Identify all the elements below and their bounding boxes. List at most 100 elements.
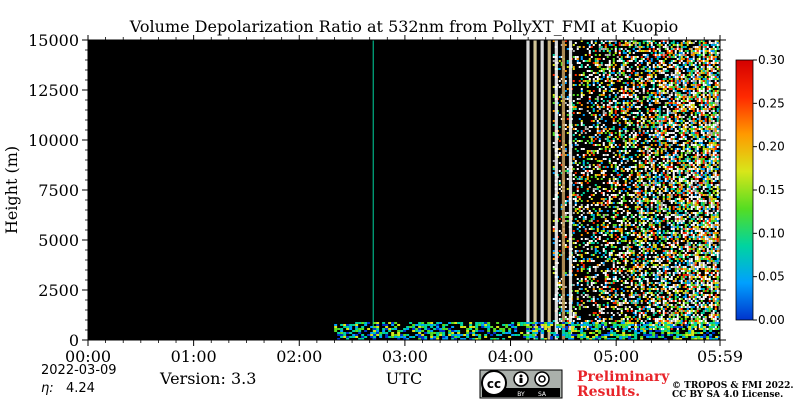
heat-cell bbox=[638, 82, 641, 84]
heat-cell bbox=[590, 126, 593, 128]
heat-cell bbox=[682, 106, 685, 108]
heat-cell bbox=[596, 80, 599, 82]
heat-cell bbox=[638, 42, 641, 44]
heat-cell bbox=[586, 76, 589, 78]
heat-cell bbox=[690, 60, 693, 62]
heat-cell bbox=[688, 182, 691, 184]
heat-cell bbox=[668, 244, 671, 246]
heat-cell bbox=[578, 198, 581, 200]
heat-cell bbox=[602, 104, 605, 106]
heat-cell bbox=[670, 246, 673, 248]
heat-cell bbox=[576, 94, 579, 96]
heat-cell bbox=[660, 222, 663, 224]
heat-cell bbox=[618, 238, 621, 240]
heat-cell bbox=[648, 260, 651, 262]
heat-cell bbox=[638, 178, 641, 180]
heat-cell bbox=[644, 252, 647, 254]
heat-cell bbox=[612, 250, 615, 252]
heat-cell bbox=[640, 72, 643, 74]
heat-cell bbox=[640, 174, 643, 176]
heat-cell bbox=[618, 52, 621, 54]
heat-cell bbox=[640, 98, 643, 100]
heat-cell bbox=[612, 88, 615, 90]
heat-cell bbox=[652, 228, 655, 230]
heat-cell bbox=[608, 222, 611, 224]
heat-cell bbox=[618, 192, 621, 194]
heat-cell bbox=[598, 306, 601, 308]
heat-cell bbox=[668, 310, 671, 312]
heat-cell bbox=[680, 184, 683, 186]
heat-cell bbox=[610, 40, 613, 42]
heat-cell bbox=[634, 278, 637, 280]
heat-cell bbox=[670, 272, 673, 274]
heat-cell bbox=[670, 96, 673, 98]
heat-cell bbox=[688, 90, 691, 92]
heat-cell bbox=[624, 204, 627, 206]
heat-cell bbox=[616, 262, 619, 264]
heat-cell bbox=[640, 286, 643, 288]
heat-cell bbox=[672, 142, 675, 144]
heat-cell bbox=[646, 132, 649, 134]
heat-cell bbox=[678, 182, 681, 184]
heat-cell bbox=[614, 312, 617, 314]
heat-cell bbox=[600, 290, 603, 292]
heat-cell bbox=[586, 42, 589, 44]
heat-cell bbox=[680, 156, 683, 158]
heat-cell bbox=[656, 136, 659, 138]
heat-cell bbox=[638, 194, 641, 196]
heat-cell bbox=[684, 210, 687, 212]
heat-cell bbox=[688, 310, 691, 312]
heat-cell bbox=[612, 44, 615, 46]
heat-cell bbox=[678, 110, 681, 112]
heat-cell bbox=[560, 106, 563, 108]
heat-cell bbox=[672, 158, 675, 160]
heat-cell bbox=[578, 316, 581, 318]
heat-cell bbox=[600, 216, 603, 218]
heat-cell bbox=[680, 118, 683, 120]
heat-cell bbox=[686, 154, 689, 156]
heat-cell bbox=[578, 66, 581, 68]
heat-cell bbox=[642, 288, 645, 290]
heat-cell bbox=[602, 304, 605, 306]
heat-cell bbox=[690, 50, 693, 52]
heat-cell bbox=[632, 178, 635, 180]
heat-cell bbox=[602, 188, 605, 190]
heat-cell bbox=[686, 292, 689, 294]
heat-cell bbox=[684, 90, 687, 92]
heat-cell bbox=[658, 300, 661, 302]
heat-cell bbox=[674, 290, 677, 292]
heat-cell bbox=[688, 116, 691, 118]
heat-cell bbox=[680, 60, 683, 62]
heat-cell bbox=[638, 210, 641, 212]
heat-cell bbox=[654, 154, 657, 156]
heat-cell bbox=[628, 136, 631, 138]
heat-cell bbox=[628, 166, 631, 168]
heat-cell bbox=[640, 236, 643, 238]
heat-cell bbox=[680, 54, 683, 56]
heat-cell bbox=[576, 254, 579, 256]
heat-cell bbox=[606, 100, 609, 102]
heat-cell bbox=[678, 138, 681, 140]
heat-cell bbox=[630, 144, 633, 146]
heat-cell bbox=[558, 184, 561, 186]
heat-cell bbox=[658, 114, 661, 116]
heat-cell bbox=[662, 246, 665, 248]
heat-cell bbox=[674, 214, 677, 216]
heat-cell bbox=[590, 194, 593, 196]
heat-cell bbox=[584, 154, 587, 156]
heat-cell bbox=[614, 292, 617, 294]
heat-cell bbox=[674, 236, 677, 238]
heat-cell bbox=[660, 238, 663, 240]
heat-cell bbox=[602, 262, 605, 264]
heat-cell bbox=[670, 156, 673, 158]
heat-cell bbox=[684, 152, 687, 154]
heat-cell bbox=[588, 100, 591, 102]
heat-cell bbox=[646, 120, 649, 122]
heat-cell bbox=[670, 222, 673, 224]
heat-cell bbox=[596, 60, 599, 62]
heat-cell bbox=[630, 234, 633, 236]
heat-cell bbox=[666, 118, 669, 120]
heat-cell bbox=[578, 272, 581, 274]
heat-cell bbox=[664, 178, 667, 180]
heat-cell bbox=[660, 318, 663, 320]
